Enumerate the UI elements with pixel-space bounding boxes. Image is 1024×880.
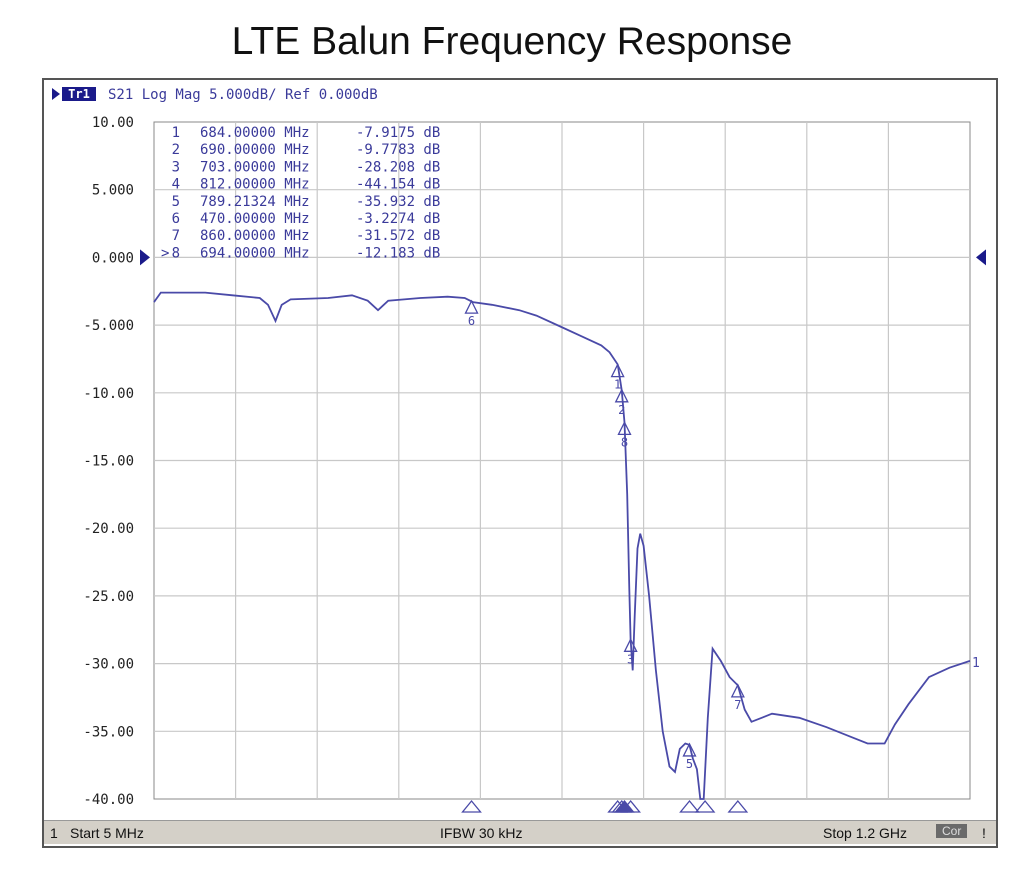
marker-readout-frequency[interactable]: 470.00000 MHz <box>200 211 310 227</box>
y-tick-label: -10.00 <box>83 386 134 402</box>
marker-readout-value[interactable]: -31.572 dB <box>356 228 440 244</box>
marker-triangle-icon[interactable] <box>464 299 479 314</box>
stimulus-marker-icon[interactable] <box>694 799 716 813</box>
marker-readout-id[interactable]: 8 <box>172 245 180 261</box>
marker-readout-frequency[interactable]: 690.00000 MHz <box>200 142 310 158</box>
marker-number-label: 2 <box>618 403 625 417</box>
marker-readout-id[interactable]: 2 <box>172 142 180 158</box>
marker-readout-frequency[interactable]: 860.00000 MHz <box>200 228 310 244</box>
plot-grid <box>153 121 971 800</box>
correction-badge[interactable]: Cor <box>936 824 968 838</box>
trace-info: S21 Log Mag 5.000dB/ Ref 0.000dB <box>108 87 378 103</box>
marker-readout-value[interactable]: -7.9175 dB <box>356 125 440 141</box>
y-tick-label: -35.00 <box>83 724 134 740</box>
marker-readout-id[interactable]: 4 <box>172 177 180 193</box>
y-tick-label: -15.00 <box>83 454 134 470</box>
correction-label: Cor <box>942 824 962 838</box>
marker-readout-value[interactable]: -9.7783 dB <box>356 142 440 158</box>
y-tick-label: 10.00 <box>92 115 134 131</box>
marker-readout-table: 1 684.00000 MHz -7.9175 dB 2 690.00000 MHz -9… <box>161 125 440 261</box>
y-tick-label: -40.00 <box>83 792 134 808</box>
marker-number-label: 5 <box>686 757 693 771</box>
marker-readout-id[interactable]: 1 <box>172 125 180 141</box>
marker-readout-id[interactable]: 6 <box>172 211 180 227</box>
stop-frequency[interactable]: Stop 1.2 GHz <box>823 825 908 841</box>
y-tick-label: -20.00 <box>83 521 134 537</box>
stimulus-marker-icon[interactable] <box>727 799 749 813</box>
ifbw-setting[interactable]: IFBW 30 kHz <box>440 825 523 841</box>
trace-header: Tr1 S21 Log Mag 5.000dB/ Ref 0.000dB <box>52 87 378 103</box>
marker-number-label: 3 <box>627 652 634 666</box>
marker-readout-value[interactable]: -35.932 dB <box>356 194 440 210</box>
marker-readout-value[interactable]: -44.154 dB <box>356 177 440 193</box>
trace-end-label: 1 <box>972 656 980 671</box>
marker-number-label: 1 <box>614 378 621 392</box>
marker-triangle-icon[interactable] <box>682 742 697 757</box>
stimulus-marker-icon[interactable] <box>679 799 700 813</box>
marker-readout-id[interactable]: 3 <box>172 159 180 175</box>
s21-chart: Tr1 S21 Log Mag 5.000dB/ Ref 0.000dB 10.… <box>52 87 986 813</box>
marker-triangle-icon[interactable] <box>614 388 629 403</box>
marker-layer: 1 2 3 5 6 7 8 <box>461 299 749 813</box>
marker-number-label: 8 <box>621 435 628 449</box>
marker-triangle-icon[interactable] <box>610 363 625 378</box>
analyzer-display: Tr1 S21 Log Mag 5.000dB/ Ref 0.000dB 10.… <box>42 78 998 848</box>
y-tick-label: -5.000 <box>83 318 134 334</box>
reference-left-arrow-icon[interactable] <box>140 249 150 266</box>
marker-readout-value[interactable]: -3.2274 dB <box>356 211 440 227</box>
marker-number-label: 7 <box>734 698 741 712</box>
marker-triangle-icon[interactable] <box>730 683 745 698</box>
marker-number-label: 6 <box>468 314 475 328</box>
marker-readout-frequency[interactable]: 789.21324 MHz <box>200 194 310 210</box>
marker-readout-id[interactable]: 5 <box>172 194 180 210</box>
marker-triangle-icon[interactable] <box>617 420 632 436</box>
reference-right-arrow-icon[interactable] <box>976 249 986 266</box>
start-frequency[interactable]: Start 5 MHz <box>70 825 144 841</box>
trace-tag-box[interactable] <box>62 87 96 101</box>
marker-readout-frequency[interactable]: 812.00000 MHz <box>200 177 310 193</box>
marker-readout-value[interactable]: -28.208 dB <box>356 159 440 175</box>
y-tick-label: -25.00 <box>83 589 134 605</box>
marker-readout-frequency[interactable]: 694.00000 MHz <box>200 245 310 261</box>
status-bar: 1 Start 5 MHz IFBW 30 kHz Stop 1.2 GHz C… <box>44 820 996 844</box>
marker-triangle-icon[interactable] <box>623 637 638 652</box>
stimulus-marker-icon[interactable] <box>461 799 482 813</box>
y-tick-labels: 10.00 5.000 0.000 -5.000 -10.00 -15.00 -20.00 -… <box>83 115 134 808</box>
marker-readout-frequency[interactable]: 684.00000 MHz <box>200 125 310 141</box>
active-trace-arrow-icon <box>52 88 60 100</box>
warning-indicator[interactable]: ! <box>982 825 986 841</box>
page-title: LTE Balun Frequency Response <box>231 20 793 63</box>
y-tick-label: 0.000 <box>92 250 134 266</box>
y-tick-label: -30.00 <box>83 657 134 673</box>
active-marker-indicator: > <box>161 245 169 261</box>
marker-readout-frequency[interactable]: 703.00000 MHz <box>200 159 310 175</box>
trace-tag[interactable]: Tr1 <box>68 87 90 101</box>
y-tick-label: 5.000 <box>92 183 134 199</box>
s21-trace-line <box>153 291 971 800</box>
marker-readout-id[interactable]: 7 <box>172 228 180 244</box>
stimulus-marker-icon[interactable] <box>614 799 635 813</box>
channel-indicator[interactable]: 1 <box>50 825 58 841</box>
reference-arrows <box>140 249 986 266</box>
trace-layer: 1 <box>153 291 980 800</box>
marker-readout-value[interactable]: -12.183 dB <box>356 245 440 261</box>
